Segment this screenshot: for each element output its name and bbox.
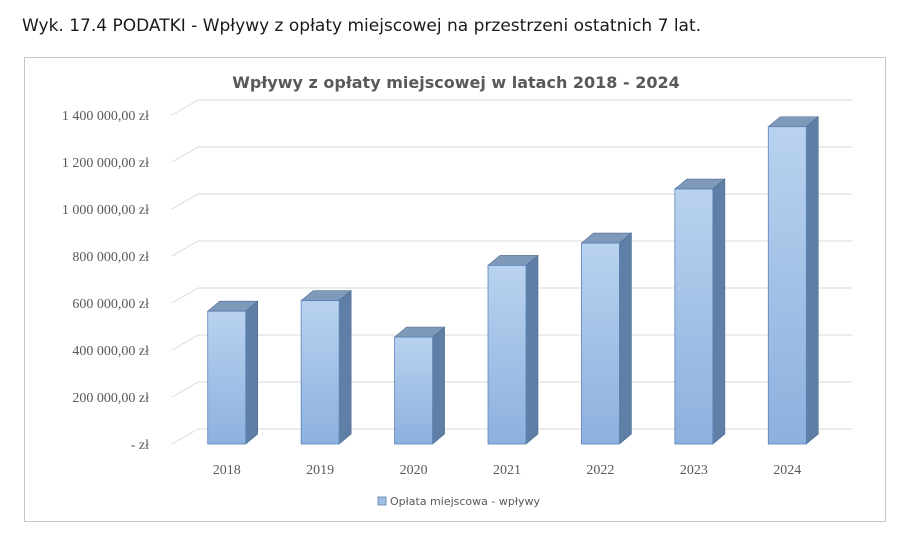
gridline-diagonal [171,193,199,210]
gridline-diagonal [171,240,199,257]
x-tick-label: 2018 [213,463,241,478]
gridline-diagonal [171,146,199,163]
x-tick-label: 2019 [306,463,334,478]
bar [300,300,340,445]
gridline-diagonal [171,287,199,304]
bar [581,242,620,445]
bar [207,310,247,445]
bar-side [712,178,726,445]
bar-side [432,326,445,445]
y-tick-label: 1 000 000,00 zł [62,203,149,218]
chart-title: Wpływy z opłaty miejscowej w latach 2018… [232,73,680,92]
y-tick-label: - zł [131,438,149,453]
y-axis-ticks: - zł 200 000,00 zł 400 000,00 zł 600 000,00… [62,109,149,453]
chart-frame [24,57,886,522]
bar [674,188,714,445]
x-tick-label: 2020 [400,463,428,478]
y-tick-label: 400 000,00 zł [72,344,149,359]
gridline-diagonal [171,334,199,351]
bar-side [525,254,539,445]
x-axis-ticks: 2018 2019 2020 2021 2022 2023 2024 [213,463,802,478]
legend: Opłata miejscowa - wpływy [377,495,540,508]
legend-swatch [377,496,387,506]
bar-side [805,116,819,445]
bar-side [619,232,632,445]
bar-side [338,290,352,445]
y-tick-label: 200 000,00 zł [72,391,149,406]
gridline-diagonal [171,381,199,398]
figure-caption: Wyk. 17.4 PODATKI - Wpływy z opłaty miej… [22,16,702,36]
bars [206,116,820,445]
x-tick-label: 2023 [680,463,708,478]
y-tick-label: 600 000,00 zł [72,297,149,312]
x-tick-label: 2024 [773,463,801,478]
x-tick-label: 2021 [493,463,521,478]
bar [767,126,807,445]
gridline-diagonal [171,428,199,445]
gridline-diagonal [171,99,199,116]
bar-side [245,300,259,445]
y-tick-label: 800 000,00 zł [72,250,149,265]
y-tick-label: 1 400 000,00 zł [62,109,149,124]
y-tick-label: 1 200 000,00 zł [62,156,149,171]
x-tick-label: 2022 [586,463,614,478]
bar [394,336,433,445]
bar [487,264,527,445]
legend-label: Opłata miejscowa - wpływy [390,495,540,508]
